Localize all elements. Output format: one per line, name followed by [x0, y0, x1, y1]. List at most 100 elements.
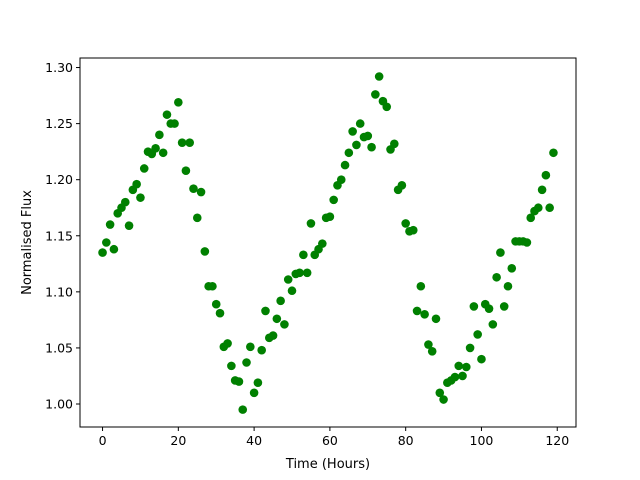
data-point [340, 160, 350, 170]
data-point [469, 302, 479, 311]
data-point [371, 90, 380, 99]
data-point [416, 281, 426, 291]
data-point [549, 148, 558, 158]
data-point [503, 281, 513, 291]
data-point [185, 138, 194, 147]
y-tick-label: 1.15 [45, 228, 73, 243]
data-point [408, 225, 418, 235]
y-tick-label: 1.00 [45, 397, 73, 412]
data-point [412, 306, 422, 316]
data-point [325, 212, 335, 221]
data-point [139, 164, 149, 173]
data-point [136, 193, 145, 202]
data-point [299, 250, 308, 260]
data-point [306, 219, 316, 228]
data-point [272, 314, 282, 324]
data-point [242, 358, 251, 367]
data-point [238, 405, 248, 414]
x-tick-label: 20 [170, 433, 186, 448]
data-point [484, 304, 494, 313]
data-point [545, 203, 554, 213]
data-point [196, 187, 206, 197]
data-point [363, 131, 373, 141]
data-point [499, 302, 509, 311]
data-point [257, 345, 266, 355]
data-point [526, 213, 536, 223]
data-point [268, 331, 278, 340]
data-point [534, 203, 543, 213]
data-point [102, 238, 111, 247]
data-point [177, 138, 187, 147]
x-tick-label: 60 [322, 433, 338, 448]
data-point [450, 372, 460, 382]
data-point [355, 119, 365, 128]
data-point [174, 98, 183, 107]
y-tick-label: 1.10 [45, 284, 73, 299]
data-point [348, 127, 357, 136]
data-point [124, 221, 134, 230]
data-point [253, 378, 263, 388]
data-point [462, 362, 471, 372]
data-point [189, 184, 198, 193]
y-tick-label: 1.30 [45, 60, 73, 75]
data-point [295, 268, 304, 278]
data-point [522, 238, 532, 247]
data-point [249, 388, 259, 398]
data-point [283, 275, 293, 284]
y-tick-label: 1.05 [45, 340, 73, 355]
data-point [287, 286, 297, 296]
data-point [261, 306, 270, 316]
data-point [473, 330, 482, 339]
data-point [344, 148, 354, 158]
data-point [435, 388, 445, 398]
x-tick-label: 120 [545, 433, 569, 448]
data-point [234, 377, 244, 386]
data-point [105, 220, 115, 229]
data-point [109, 244, 119, 254]
x-axis-label: Time (Hours) [285, 457, 370, 472]
data-point [208, 281, 217, 291]
data-point [439, 395, 448, 404]
data-point [424, 340, 433, 349]
data-point [276, 296, 285, 306]
plot-area-frame [79, 57, 577, 428]
x-tick-label: 0 [99, 433, 107, 448]
data-point [158, 148, 168, 158]
data-point [200, 247, 210, 256]
data-point [477, 354, 486, 364]
y-axis-label: Normalised Flux [20, 190, 35, 295]
data-point [367, 142, 376, 152]
data-point [98, 248, 107, 257]
data-point [374, 72, 384, 81]
data-point [318, 239, 327, 248]
data-point [246, 342, 255, 352]
data-point [302, 268, 312, 278]
axis-ticks: 0 20 40 60 80 100 120 1.00 1.05 1.10 1.15 1.20 1.25 1… [45, 60, 569, 448]
data-points [98, 72, 558, 414]
data-point [397, 181, 407, 190]
data-point [132, 179, 141, 189]
data-point [465, 343, 475, 353]
data-point [170, 119, 179, 128]
data-point [227, 361, 236, 371]
x-tick-label: 100 [470, 433, 494, 448]
data-point [329, 195, 338, 205]
data-point [162, 110, 172, 119]
data-point [507, 264, 517, 273]
data-point [401, 219, 410, 228]
data-point [336, 175, 346, 184]
data-point [223, 339, 232, 348]
data-point [382, 102, 392, 112]
data-point [537, 185, 547, 195]
data-point [458, 371, 467, 381]
data-point [192, 213, 202, 223]
y-tick-label: 1.25 [45, 116, 73, 131]
data-point [215, 308, 225, 318]
data-point [151, 143, 160, 153]
x-tick-label: 40 [246, 433, 262, 448]
data-point [492, 272, 501, 282]
data-point [420, 309, 429, 319]
data-point [181, 166, 191, 176]
data-point [352, 140, 361, 150]
